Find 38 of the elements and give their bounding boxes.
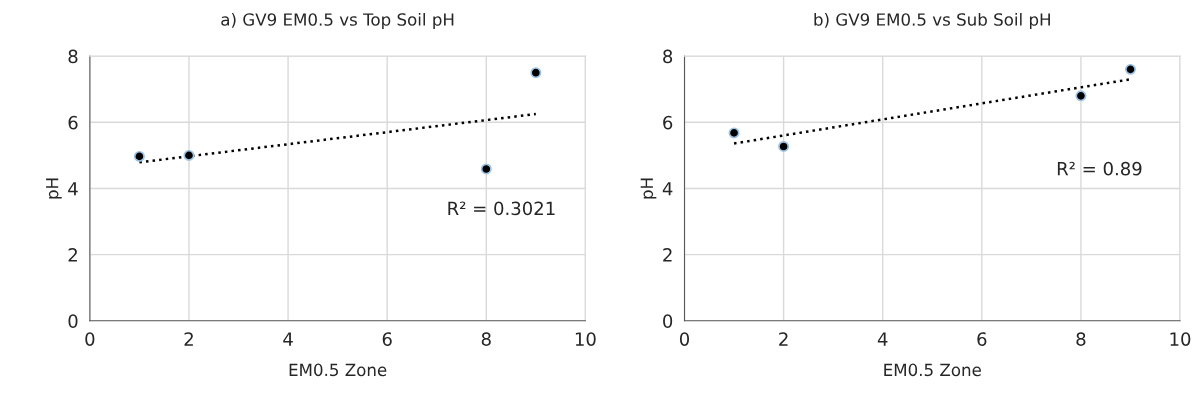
x-tick-label: 8 <box>481 332 491 346</box>
y-tick-label: 8 <box>68 49 78 64</box>
point <box>778 140 790 152</box>
y-axis-title: pH <box>640 178 657 199</box>
x-axis-title: EM0.5 Zone <box>289 363 387 377</box>
x-tick-label: 0 <box>679 332 690 346</box>
point <box>183 149 195 161</box>
point <box>728 127 740 139</box>
point <box>1124 63 1136 75</box>
chart-title: a) GV9 EM0.5 vs Top Soil pH <box>221 12 454 30</box>
x-tick-label: 2 <box>184 332 193 346</box>
y-axis-title: pH <box>46 178 62 199</box>
y-tick-label: 4 <box>68 182 78 196</box>
point <box>480 163 492 175</box>
x-tick-label: 6 <box>382 332 392 346</box>
x-axis-title: EM0.5 Zone <box>884 363 981 377</box>
point <box>530 67 542 79</box>
point <box>1075 90 1087 102</box>
y-tick-label: 2 <box>663 248 672 262</box>
x-tick-label: 4 <box>877 332 888 346</box>
y-tick-label: 0 <box>663 314 673 328</box>
chart-title: b) GV9 EM0.5 vs Sub Soil pH <box>814 12 1050 30</box>
point <box>133 150 145 162</box>
x-tick-label: 2 <box>779 332 788 346</box>
y-tick-label: 4 <box>662 182 673 196</box>
y-tick-label: 2 <box>68 248 77 262</box>
y-tick-label: 6 <box>663 115 673 130</box>
y-tick-label: 6 <box>68 115 78 130</box>
x-tick-label: 4 <box>283 332 293 346</box>
annotation: R² = 0.3021 <box>448 201 555 216</box>
y-tick-label: 0 <box>68 314 78 328</box>
x-tick-label: 10 <box>1170 332 1191 346</box>
x-tick-label: 10 <box>575 332 596 346</box>
annotation: R² = 0.89 <box>1057 161 1142 176</box>
x-tick-label: 6 <box>977 332 987 346</box>
x-tick-label: 0 <box>85 332 95 346</box>
x-tick-label: 8 <box>1076 332 1086 346</box>
y-tick-label: 8 <box>663 49 673 64</box>
